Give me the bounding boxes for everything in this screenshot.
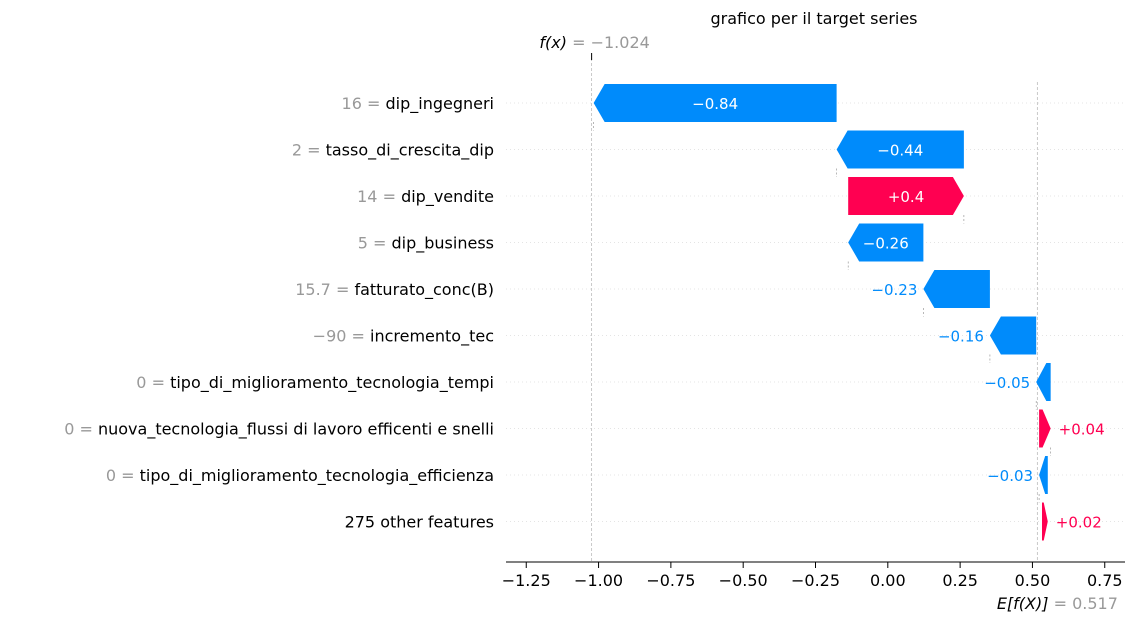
feature-label: 0 = nuova_tecnologia_flussi di lavoro ef…: [64, 420, 494, 440]
feature-label: 16 = dip_ingegneri: [342, 94, 494, 114]
bar-value-label: −0.03: [987, 467, 1033, 485]
chart-title: grafico per il target series: [710, 9, 917, 28]
x-tick-label: −0.50: [719, 571, 768, 590]
feature-label: −90 = incremento_tec: [313, 327, 494, 347]
x-tick-label: −1.00: [574, 571, 623, 590]
x-tick-label: −0.75: [646, 571, 695, 590]
x-tick-label: 0.25: [942, 571, 978, 590]
bar-value-label: −0.23: [871, 281, 917, 299]
contribution-bar: [923, 270, 990, 308]
bar-value-label: −0.84: [692, 95, 738, 113]
bar-value-label: −0.26: [863, 235, 909, 253]
x-tick-label: 0.50: [1015, 571, 1051, 590]
feature-label: 0 = tipo_di_miglioramento_tecnologia_tem…: [136, 373, 494, 393]
fx-annotation: f(x) = −1.024: [539, 33, 650, 562]
feature-label: 5 = dip_business: [358, 234, 494, 254]
x-axis: −1.25 −1.00 −0.75 −0.50 −0.25 0.00 0.25 0.50 0.7…: [502, 561, 1125, 590]
row-gridlines: [506, 102, 1125, 522]
contribution-bar: [1041, 502, 1048, 541]
x-tick-label: −1.25: [502, 571, 551, 590]
contribution-bar: [836, 130, 964, 169]
bar-value-label: −0.44: [877, 142, 923, 160]
bar-value-label: +0.4: [888, 188, 924, 206]
x-tick-label: −0.25: [791, 571, 840, 590]
base-label: E[f(X)] = 0.517: [997, 594, 1118, 613]
contribution-bar: [1039, 409, 1051, 448]
fx-label: f(x) = −1.024: [539, 33, 649, 52]
contribution-bar: [989, 316, 1037, 355]
feature-label: 0 = tipo_di_miglioramento_tecnologia_eff…: [106, 466, 494, 486]
base-value-annotation: E[f(X)] = 0.517: [997, 82, 1118, 613]
feature-label: 14 = dip_vendite: [357, 187, 494, 207]
contribution-bar: [848, 223, 924, 262]
bar-value-label: +0.04: [1059, 421, 1105, 439]
contribution-bar: [1036, 363, 1051, 401]
x-tick-label: 0.75: [1087, 571, 1123, 590]
x-tick-label: 0.00: [870, 571, 906, 590]
contribution-bar: [1039, 456, 1048, 494]
contribution-bar: [848, 177, 964, 215]
bar-value-label: +0.02: [1056, 514, 1102, 532]
feature-labels: 16 = dip_ingegneri 2 = tasso_di_crescita_…: [64, 94, 494, 532]
feature-label: 2 = tasso_di_crescita_dip: [292, 141, 494, 161]
bar-value-label: −0.05: [984, 374, 1030, 392]
feature-label: 275 other features: [345, 513, 494, 532]
bar-value-label: −0.16: [938, 328, 984, 346]
contribution-bars: −0.84 −0.44 +0.4 −0.26 −0.23 −0.16 −0.05 +0.04 −…: [593, 84, 1105, 541]
contribution-bar: [593, 84, 837, 122]
feature-label: 15.7 = fatturato_conc(B): [295, 280, 494, 300]
